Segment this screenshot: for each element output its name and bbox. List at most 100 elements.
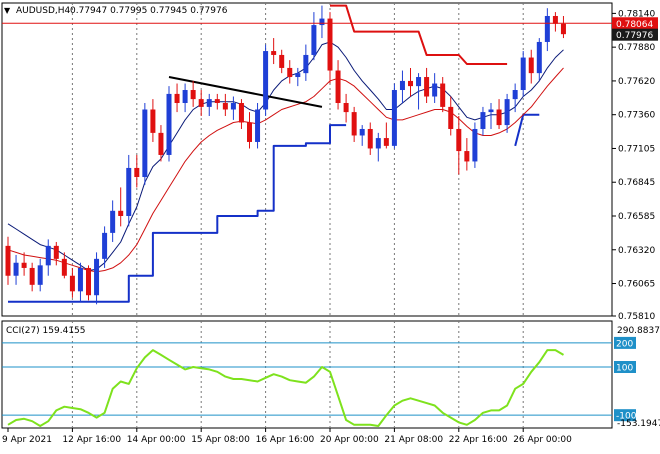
cci-label: CCI(27) 159.4155 — [6, 326, 86, 336]
candle-body — [536, 41, 542, 74]
candle — [432, 73, 438, 104]
support-stop-line — [8, 124, 347, 303]
candle — [488, 103, 494, 129]
candle — [126, 154, 132, 227]
candle — [464, 138, 470, 171]
candle-body — [142, 109, 148, 178]
slow-moving-average-line — [7, 67, 564, 273]
cci-level-tag — [614, 409, 636, 422]
candle-body — [102, 232, 108, 259]
price-tag-label-box — [612, 17, 658, 30]
candle — [150, 99, 156, 142]
candle-body — [182, 90, 188, 104]
chart-frames — [1, 2, 613, 429]
candle-body — [166, 93, 172, 155]
candle-body — [472, 128, 478, 162]
price-tick-label: 0.77880 — [618, 43, 655, 53]
candle — [480, 106, 486, 136]
candle — [102, 226, 108, 268]
dropdown-arrow-icon[interactable]: ▼ — [4, 6, 11, 15]
candle-body — [110, 210, 116, 233]
candle-body — [77, 267, 83, 292]
price-panel-frame — [1, 2, 613, 317]
price-tick-label: 0.76065 — [618, 280, 655, 290]
candle — [544, 8, 550, 52]
candle — [214, 93, 220, 110]
candle-body — [13, 262, 19, 276]
current-price-tag-label-box — [612, 28, 658, 41]
candle — [45, 239, 51, 276]
candle — [528, 49, 534, 84]
candle-body — [118, 210, 124, 216]
candle — [182, 83, 188, 113]
resistance-trendline[interactable] — [168, 76, 323, 108]
time-tick-label: 15 Apr 08:00 — [191, 435, 250, 445]
candle-body — [399, 80, 405, 91]
candle-body — [198, 99, 204, 107]
candle-body — [134, 167, 140, 178]
candle-body — [488, 109, 494, 113]
candle-body — [279, 54, 285, 68]
candle — [520, 51, 526, 97]
candle — [367, 122, 373, 155]
candle — [142, 103, 148, 185]
candle — [166, 86, 172, 162]
cci-level-tag — [614, 336, 636, 349]
candle — [359, 125, 365, 146]
symbol-label: AUDUSD,H4 — [16, 6, 71, 16]
candle — [319, 5, 325, 39]
candle — [303, 44, 309, 81]
candle-body — [560, 23, 566, 35]
moving-averages — [7, 41, 564, 273]
price-axis: 0.78140 0.77880 0.77620 0.77360 0.77105 0.768… — [612, 9, 658, 322]
candle — [222, 93, 228, 116]
candle — [295, 67, 301, 87]
candle — [190, 80, 196, 107]
candle — [440, 77, 446, 113]
candle-body — [150, 109, 156, 133]
candle — [456, 115, 462, 175]
candle — [287, 60, 293, 84]
candle — [118, 187, 124, 227]
price-tick-label: 0.77620 — [618, 77, 655, 87]
candle-body — [424, 77, 430, 97]
candle — [560, 15, 566, 39]
candle — [61, 252, 67, 279]
candle — [255, 103, 261, 149]
candle-body — [238, 103, 244, 123]
candle — [408, 67, 413, 97]
candle-body — [335, 70, 341, 104]
cci-line — [7, 349, 565, 427]
candle-body — [174, 93, 180, 104]
candle-body — [303, 54, 309, 74]
time-axis: 9 Apr 2021 12 Apr 16:00 14 Apr 00:00 15 Apr… — [2, 428, 572, 445]
candle-body — [504, 99, 510, 126]
cci-panel-frame — [1, 320, 613, 429]
candle — [424, 67, 430, 104]
candle — [86, 265, 91, 301]
candle-body — [222, 103, 228, 110]
fast-moving-average-line — [7, 41, 564, 271]
candle — [416, 73, 422, 110]
candle — [69, 267, 75, 298]
candle-body — [295, 73, 301, 78]
candle — [230, 96, 236, 120]
candle — [21, 252, 27, 276]
cci-bottom-readout: -153.1947 — [617, 419, 660, 429]
time-tick-label: 20 Apr 00:00 — [320, 435, 379, 445]
candle — [134, 154, 140, 188]
candle — [448, 96, 454, 136]
candle-body — [45, 245, 51, 266]
price-tick-label: 0.76320 — [618, 246, 655, 256]
candle — [13, 254, 19, 285]
candle-body — [206, 99, 212, 107]
candle-body — [520, 57, 526, 91]
candle — [37, 258, 43, 292]
candle — [271, 38, 277, 65]
candle-body — [480, 112, 486, 129]
vertical-gridlines — [71, 3, 524, 428]
candle — [247, 112, 252, 149]
candle-body — [287, 67, 293, 78]
resistance-stop-line — [330, 4, 508, 65]
